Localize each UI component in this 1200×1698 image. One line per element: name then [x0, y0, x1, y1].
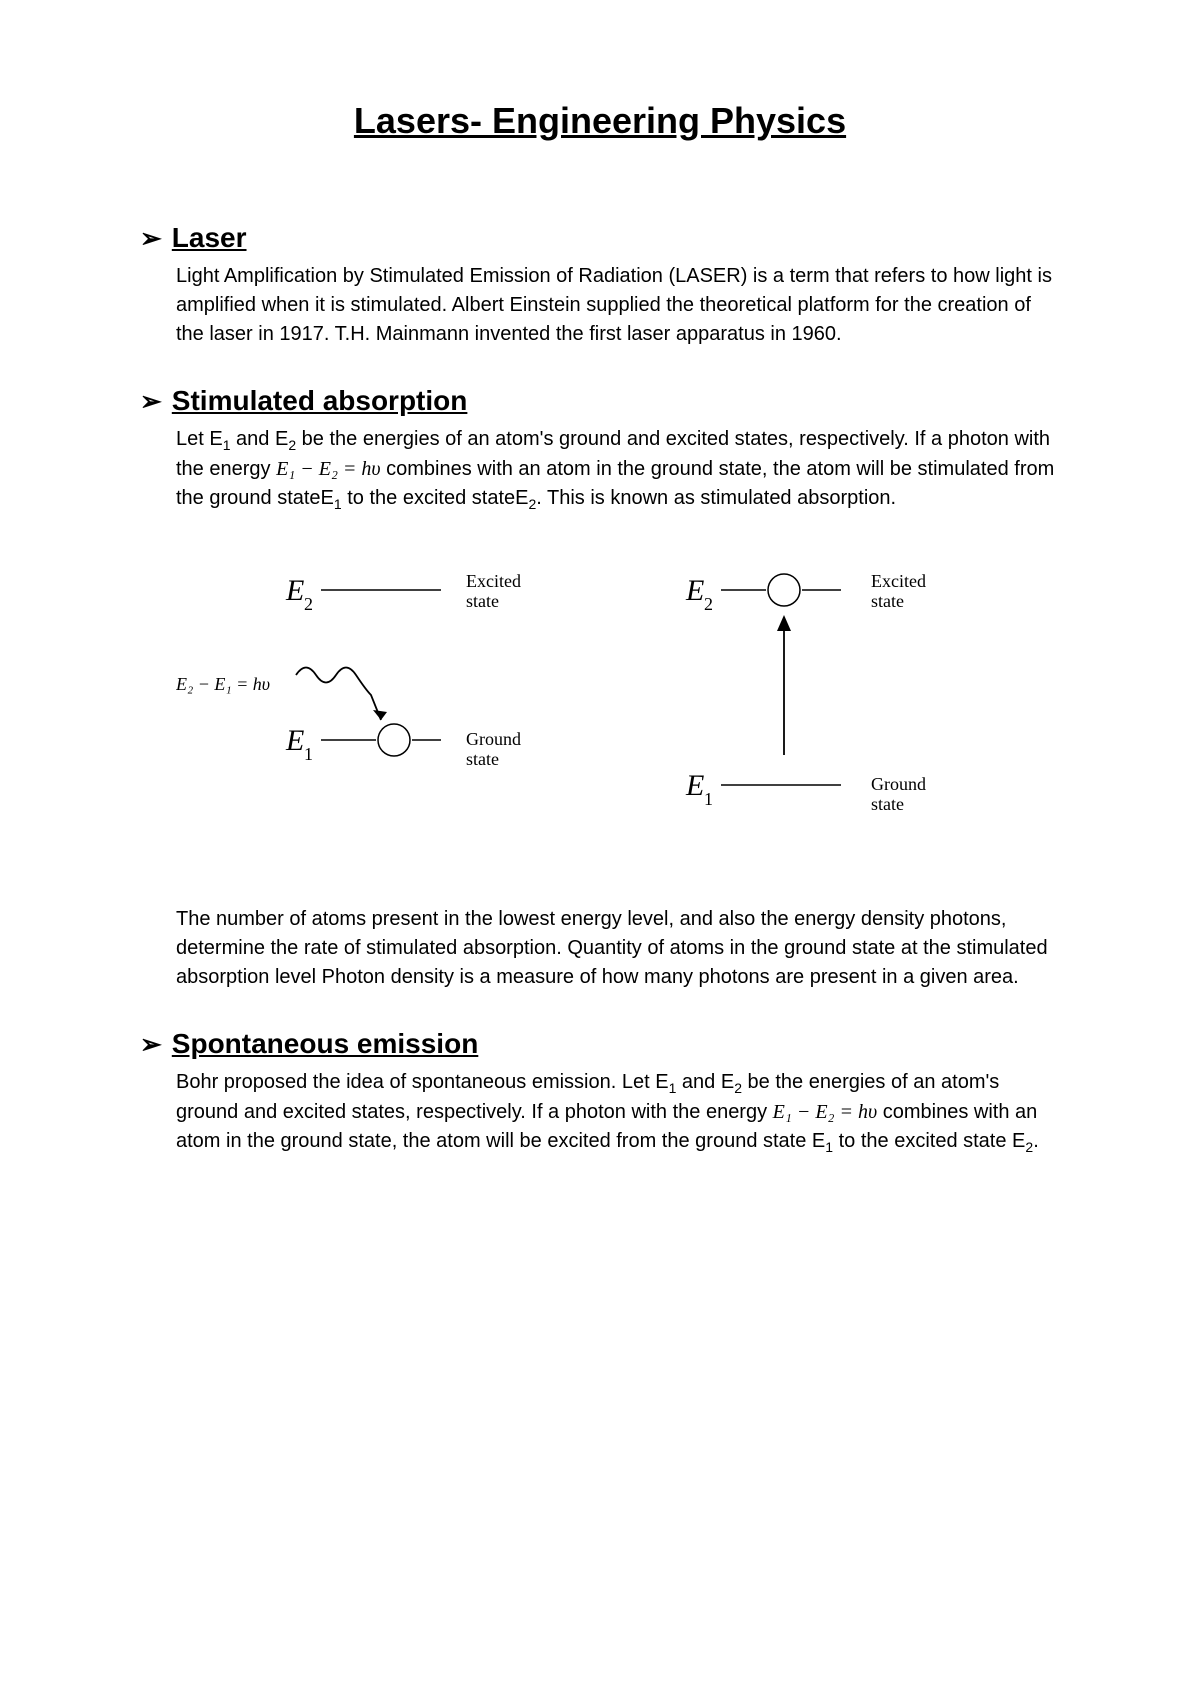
label-E2-right: E	[685, 574, 704, 607]
body-laser: Light Amplification by Stimulated Emissi…	[176, 262, 1060, 349]
label-excited-left-2: state	[466, 591, 499, 611]
arrowhead-icon	[373, 710, 387, 720]
label-E1-sub-right: 1	[704, 789, 713, 809]
arrow-up-icon	[777, 615, 791, 631]
subscript: 1	[223, 437, 231, 453]
heading-spontaneous: Spontaneous emission	[172, 1028, 479, 1060]
body-stimulated: Let E1 and E2 be the energies of an atom…	[176, 425, 1060, 515]
bullet-icon: ➢	[140, 1029, 162, 1060]
formula: E₁ − E₂ = hυ	[276, 458, 381, 480]
body-spontaneous: Bohr proposed the idea of spontaneous em…	[176, 1068, 1060, 1158]
section-laser: ➢ Laser Light Amplification by Stimulate…	[140, 222, 1060, 349]
subscript: 1	[825, 1139, 833, 1155]
text-fragment: .	[1033, 1130, 1039, 1152]
subscript: 2	[734, 1080, 742, 1096]
label-excited-left-1: Excited	[466, 571, 521, 591]
bullet-icon: ➢	[140, 386, 162, 417]
section-stimulated: ➢ Stimulated absorption Let E1 and E2 be…	[140, 385, 1060, 992]
label-ground-left-2: state	[466, 749, 499, 769]
label-excited-right-1: Excited	[871, 571, 926, 591]
label-ground-left-1: Ground	[466, 729, 521, 749]
label-ground-right-1: Ground	[871, 774, 926, 794]
label-E1-sub-left: 1	[304, 744, 313, 764]
text-fragment: Let E	[176, 428, 223, 450]
bullet-icon: ➢	[140, 223, 162, 254]
section-header-stimulated: ➢ Stimulated absorption	[140, 385, 1060, 417]
section-spontaneous: ➢ Spontaneous emission Bohr proposed the…	[140, 1028, 1060, 1158]
body-stimulated-after: The number of atoms present in the lowes…	[176, 905, 1060, 992]
text-fragment: and E	[231, 428, 289, 450]
label-excited-right-2: state	[871, 591, 904, 611]
photon-wave-icon	[296, 667, 381, 720]
subscript: 1	[334, 496, 342, 512]
label-ground-right-2: state	[871, 794, 904, 814]
text-fragment: Bohr proposed the idea of spontaneous em…	[176, 1071, 669, 1093]
heading-laser: Laser	[172, 222, 247, 254]
atom-circle-left	[378, 724, 410, 756]
label-E1-left: E	[285, 724, 304, 757]
text-fragment: . This is known as stimulated absorption…	[536, 487, 896, 509]
subscript: 2	[288, 437, 296, 453]
diagram-stimulated-absorption: E 2 Excited state E₂ − E₁ = hυ E 1 Groun…	[176, 555, 1060, 855]
section-header-laser: ➢ Laser	[140, 222, 1060, 254]
label-E2-sub-right: 2	[704, 594, 713, 614]
label-E1-right: E	[685, 769, 704, 802]
atom-circle-right	[768, 574, 800, 606]
page-title: Lasers- Engineering Physics	[140, 100, 1060, 142]
heading-stimulated: Stimulated absorption	[172, 385, 468, 417]
label-energy-eq: E₂ − E₁ = hυ	[176, 674, 270, 694]
formula: E₁ − E₂ = hυ	[773, 1101, 878, 1123]
text-fragment: to the excited state E	[833, 1130, 1025, 1152]
section-header-spontaneous: ➢ Spontaneous emission	[140, 1028, 1060, 1060]
text-fragment: and E	[676, 1071, 734, 1093]
energy-level-diagram: E 2 Excited state E₂ − E₁ = hυ E 1 Groun…	[176, 555, 996, 855]
text-fragment: to the excited stateE	[342, 487, 529, 509]
label-E2-sub-left: 2	[304, 594, 313, 614]
label-E2-left: E	[285, 574, 304, 607]
